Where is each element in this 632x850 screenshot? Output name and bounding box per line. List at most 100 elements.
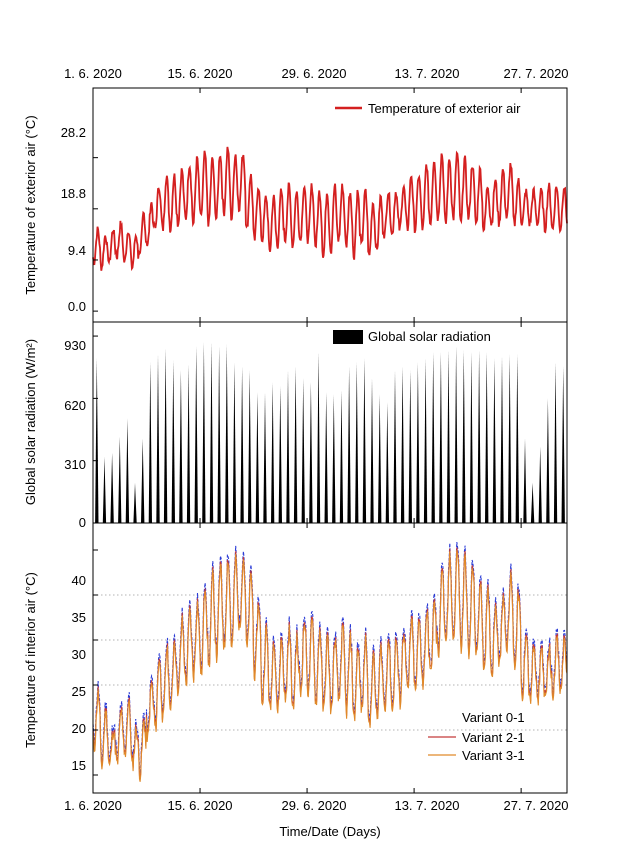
solar-radiation-bar: [110, 452, 114, 523]
solar-radiation-bar: [546, 398, 550, 523]
solar-radiation-bar: [469, 352, 474, 523]
y-tick-label-solar: 0: [79, 515, 86, 530]
solar-radiation-bar: [362, 358, 367, 523]
solar-radiation-bar: [454, 346, 458, 523]
solar-radiation-bar: [293, 366, 298, 523]
solar-radiation-bar: [477, 350, 481, 523]
legend-label-variant-0-1: Variant 0-1: [462, 710, 525, 725]
series-line-variant-0-1: [92, 542, 568, 774]
y-tick-label-interior: 15: [72, 758, 86, 773]
solar-radiation-bar: [163, 348, 168, 523]
solar-radiation-bar: [446, 350, 451, 523]
solar-radiation-bar: [485, 352, 489, 523]
solar-radiation-bar: [530, 482, 535, 523]
top-date-tick: 29. 6. 2020: [281, 66, 346, 81]
solar-radiation-bar: [179, 370, 183, 523]
solar-radiation-bar: [508, 354, 512, 523]
data-layer: [92, 146, 568, 782]
solar-radiation-bar: [370, 378, 374, 523]
y-tick-label-exterior: 18.8: [61, 186, 86, 201]
solar-radiation-bar: [523, 438, 527, 523]
solar-radiation-bar: [248, 370, 252, 523]
solar-radiation-bar: [431, 352, 435, 523]
solar-radiation-bar: [378, 394, 382, 523]
top-date-tick: 13. 7. 2020: [394, 66, 459, 81]
solar-radiation-bar: [156, 354, 160, 523]
y-tick-label-exterior: 0.0: [68, 299, 86, 314]
legend-label-variant-2-1: Variant 2-1: [462, 730, 525, 745]
panel-frame-solar: [92, 321, 568, 524]
y-tick-label-solar: 620: [64, 398, 86, 413]
solar-radiation-bar: [209, 342, 214, 523]
legend-label-solar: Global solar radiation: [368, 329, 491, 344]
solar-radiation-bar: [102, 456, 107, 523]
solar-radiation-bar: [133, 482, 137, 523]
solar-radiation-bar: [225, 344, 229, 523]
ticks-layer: [92, 88, 522, 793]
x-axis-label: Time/Date (Days): [279, 824, 380, 839]
solar-radiation-bar: [240, 366, 244, 523]
solar-radiation-bar: [186, 364, 191, 523]
solar-radiation-bar: [347, 366, 351, 523]
solar-radiation-bar: [309, 382, 313, 523]
solar-radiation-bar: [408, 370, 412, 523]
solar-radiation-bar: [324, 392, 328, 523]
y-tick-label-exterior: 9.4: [68, 243, 86, 258]
solar-radiation-bar: [125, 418, 130, 523]
solar-radiation-bar: [263, 392, 267, 523]
bottom-date-tick: 27. 7. 2020: [503, 798, 568, 813]
solar-radiation-bar: [202, 342, 206, 523]
bottom-date-tick: 1. 6. 2020: [64, 798, 122, 813]
solar-radiation-bar: [462, 350, 466, 523]
solar-radiation-bar: [439, 352, 443, 523]
solar-radiation-bar: [355, 362, 359, 523]
solar-radiation-bar: [500, 356, 504, 523]
solar-radiation-bar: [492, 358, 497, 523]
solar-radiation-bar: [332, 394, 336, 523]
series-line-exterior: [92, 146, 568, 272]
y-tick-label-interior: 30: [72, 647, 86, 662]
y-tick-label-interior: 35: [72, 610, 86, 625]
solar-radiation-bar: [271, 382, 275, 523]
solar-radiation-bar: [141, 438, 145, 523]
y-tick-label-interior: 40: [72, 573, 86, 588]
solar-radiation-bar: [423, 358, 428, 523]
y-axis-label-interior: Temperature of interior air (°C): [23, 572, 38, 748]
solar-radiation-bar: [301, 378, 305, 523]
legend-label-exterior: Temperature of exterior air: [368, 101, 521, 116]
solar-radiation-bar: [316, 352, 321, 523]
top-date-tick: 27. 7. 2020: [503, 66, 568, 81]
bottom-date-tick: 13. 7. 2020: [394, 798, 459, 813]
solar-radiation-bar: [95, 358, 99, 523]
solar-radiation-bar: [416, 362, 420, 523]
solar-radiation-bar: [286, 370, 290, 523]
solar-radiation-bar: [385, 402, 389, 523]
legend-label-variant-3-1: Variant 3-1: [462, 748, 525, 763]
solar-radiation-bar: [538, 446, 542, 523]
top-date-tick: 1. 6. 2020: [64, 66, 122, 81]
series-line-variant-3-1: [92, 550, 568, 782]
bottom-date-tick: 29. 6. 2020: [281, 798, 346, 813]
y-tick-label-interior: 25: [72, 684, 86, 699]
solar-radiation-bar: [339, 390, 344, 523]
solar-radiation-bar: [194, 346, 198, 523]
solar-radiation-bar: [553, 362, 558, 523]
y-tick-label-solar: 310: [64, 457, 86, 472]
solar-radiation-bar: [400, 366, 405, 523]
solar-radiation-bar: [278, 386, 282, 523]
y-axis-label-exterior: Temperature of exterior air (°C): [23, 115, 38, 294]
y-tick-label-interior: 20: [72, 721, 86, 736]
solar-radiation-bar: [393, 370, 397, 523]
solar-radiation-bar: [171, 360, 175, 523]
y-tick-label-solar: 930: [64, 338, 86, 353]
solar-radiation-bar: [561, 366, 565, 523]
bottom-date-tick: 15. 6. 2020: [167, 798, 232, 813]
legend-swatch-solar: [333, 330, 363, 344]
y-axis-label-solar: Global solar radiation (W/m²): [23, 339, 38, 505]
y-tick-label-exterior: 28.2: [61, 125, 86, 140]
solar-radiation-bar: [118, 436, 122, 523]
panel-frame-interior: [92, 522, 568, 794]
solar-radiation-bar: [148, 362, 152, 523]
solar-radiation-bar: [232, 362, 237, 523]
